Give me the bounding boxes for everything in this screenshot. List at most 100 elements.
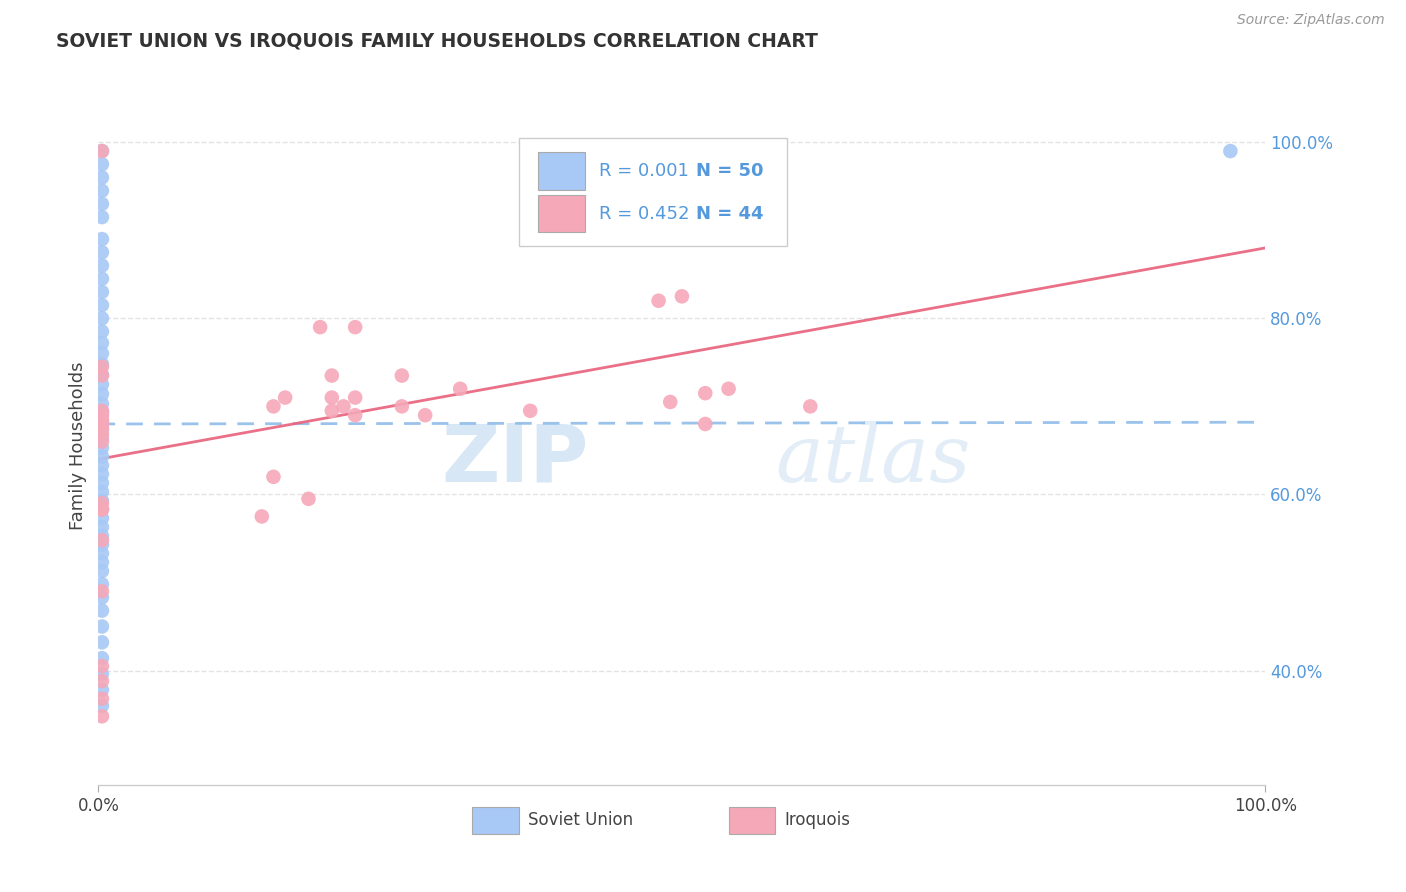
FancyBboxPatch shape xyxy=(472,806,519,834)
Point xyxy=(90,232,112,246)
Point xyxy=(90,651,112,665)
Text: Soviet Union: Soviet Union xyxy=(527,811,633,830)
Point xyxy=(717,382,740,396)
Point xyxy=(90,408,112,422)
FancyBboxPatch shape xyxy=(538,195,585,233)
Point xyxy=(90,674,112,689)
Point xyxy=(695,417,717,431)
Point xyxy=(90,210,112,224)
Point xyxy=(90,377,112,392)
Point xyxy=(262,470,284,484)
FancyBboxPatch shape xyxy=(538,153,585,190)
Point xyxy=(90,450,112,464)
Point xyxy=(321,404,343,418)
Point xyxy=(309,320,332,334)
Point xyxy=(90,502,112,516)
Point xyxy=(90,434,112,449)
Point xyxy=(90,577,112,591)
Point xyxy=(90,493,112,508)
Point xyxy=(90,170,112,185)
Point xyxy=(321,391,343,405)
Point xyxy=(449,382,471,396)
Point xyxy=(90,584,112,599)
Text: atlas: atlas xyxy=(775,421,970,499)
Point xyxy=(90,144,112,158)
Point xyxy=(90,619,112,633)
Point xyxy=(90,546,112,560)
Point xyxy=(90,427,112,442)
Point xyxy=(413,408,436,422)
Point xyxy=(90,591,112,605)
Text: SOVIET UNION VS IROQUOIS FAMILY HOUSEHOLDS CORRELATION CHART: SOVIET UNION VS IROQUOIS FAMILY HOUSEHOL… xyxy=(56,31,818,50)
Point xyxy=(90,368,112,383)
Point xyxy=(90,157,112,171)
Point xyxy=(274,391,297,405)
Point xyxy=(90,336,112,351)
Point xyxy=(799,400,821,414)
Text: Source: ZipAtlas.com: Source: ZipAtlas.com xyxy=(1237,13,1385,28)
Point xyxy=(90,387,112,401)
Point xyxy=(90,667,112,681)
Point xyxy=(90,475,112,490)
Point xyxy=(659,395,682,409)
Point xyxy=(90,659,112,673)
Point xyxy=(90,511,112,525)
Point xyxy=(90,144,112,158)
Point xyxy=(297,491,319,506)
Point xyxy=(90,311,112,326)
Point xyxy=(90,467,112,482)
Point xyxy=(90,682,112,697)
Point xyxy=(344,391,367,405)
Point xyxy=(90,484,112,499)
Point xyxy=(90,533,112,548)
Point xyxy=(90,496,112,510)
Point xyxy=(344,408,367,422)
Point xyxy=(90,298,112,312)
Point xyxy=(90,502,112,516)
Point xyxy=(519,404,541,418)
Y-axis label: Family Households: Family Households xyxy=(69,362,87,530)
Point xyxy=(90,346,112,360)
Point xyxy=(90,698,112,713)
Point xyxy=(90,271,112,285)
Point xyxy=(332,400,354,414)
Text: Iroquois: Iroquois xyxy=(785,811,851,830)
Point xyxy=(90,357,112,371)
Point xyxy=(391,400,413,414)
Point xyxy=(90,259,112,273)
Point xyxy=(262,400,284,414)
Point xyxy=(90,325,112,339)
Text: R = 0.452: R = 0.452 xyxy=(599,205,689,223)
Point xyxy=(90,423,112,437)
Point xyxy=(90,635,112,649)
Point xyxy=(90,405,112,419)
Point xyxy=(647,293,669,308)
Point xyxy=(90,564,112,578)
Point xyxy=(90,368,112,382)
Point xyxy=(671,289,693,303)
Point xyxy=(1219,144,1241,158)
Point xyxy=(90,709,112,723)
FancyBboxPatch shape xyxy=(728,806,775,834)
Point xyxy=(90,502,112,516)
Point xyxy=(695,386,717,401)
Point xyxy=(391,368,413,383)
Text: ZIP: ZIP xyxy=(441,420,589,499)
Point xyxy=(90,359,112,374)
Point xyxy=(90,458,112,473)
Point xyxy=(90,245,112,260)
Point xyxy=(321,368,343,383)
Point xyxy=(90,604,112,618)
Text: N = 44: N = 44 xyxy=(696,205,763,223)
Point xyxy=(90,404,112,418)
Point xyxy=(344,320,367,334)
Point xyxy=(90,412,112,426)
Text: N = 50: N = 50 xyxy=(696,162,763,180)
Point xyxy=(90,397,112,411)
Point xyxy=(250,509,273,524)
Point xyxy=(90,417,112,431)
Point xyxy=(90,197,112,211)
Point xyxy=(90,520,112,534)
Point xyxy=(90,285,112,299)
FancyBboxPatch shape xyxy=(519,137,787,246)
